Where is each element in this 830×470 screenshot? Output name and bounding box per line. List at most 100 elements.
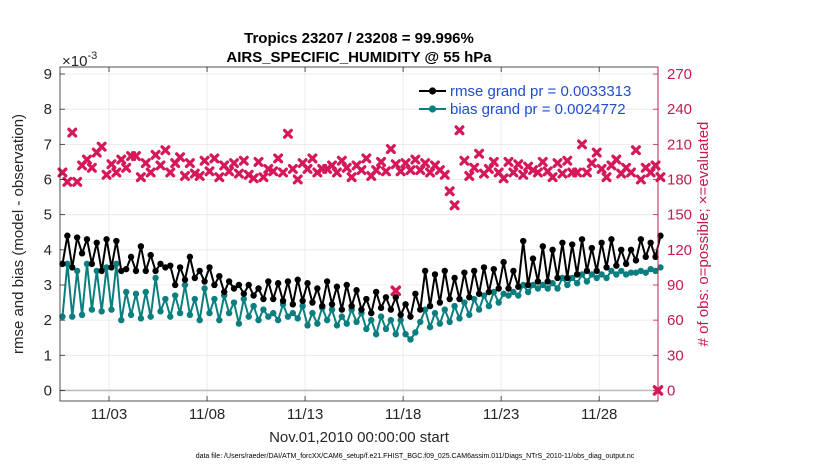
bias-point [328,306,336,313]
obs-count-marker [557,168,568,179]
obs-count-marker [581,167,592,178]
bias-point [186,311,194,319]
rmse-point [466,294,473,301]
rmse-point [206,264,213,271]
obs-count-marker [175,152,186,163]
y-tick-label: 8 [44,101,52,118]
rmse-point [314,285,321,292]
obs-count-marker [601,172,612,183]
rmse-point [529,255,537,262]
bias-point [485,302,493,310]
rmse-point [647,239,654,246]
rmse-point [98,267,105,275]
obs-count-marker [130,151,141,162]
y2-tick-label: 180 [667,172,692,189]
rmse-point [387,306,395,313]
rmse-point [73,234,81,241]
bias-point [216,316,223,324]
rmse-point [338,306,346,313]
obs-count-marker [278,167,289,178]
rmse-point [431,271,439,278]
rmse-point [377,304,385,312]
legend-bias-label: bias grand pr = 0.0024772 [450,101,626,118]
y2-tick-label: 90 [667,277,684,294]
rmse-point [407,313,414,320]
rmse-point [245,281,252,289]
rmse-point [392,294,399,301]
bias-point [132,290,140,297]
bias-point [529,281,537,289]
obs-count-marker [572,167,583,178]
rmse-point [608,236,615,243]
bias-point [564,281,571,289]
obs-count-marker [258,172,269,183]
rmse-point [456,295,463,303]
legend-rmse-marker [428,87,437,95]
rmse-point [417,306,424,313]
bias-point [578,271,586,278]
rmse-point [289,301,297,308]
bias-point [480,292,488,299]
bias-point [142,288,149,296]
obs-count-marker [165,167,176,178]
rmse-point [78,250,86,257]
obs-count-marker [630,145,641,156]
rmse-point [323,278,331,285]
bias-point [270,309,277,317]
bias-point [412,329,419,336]
bias-point [637,267,645,275]
bias-point [167,313,174,320]
x-tick-label: 11/23 [483,406,519,423]
obs-count-marker [81,154,92,165]
chart-title-line1: Tropics 23207 / 23208 = 99.996% [244,30,474,47]
obs-count-marker [287,163,298,174]
rmse-point [191,274,198,282]
rmse-point [171,281,179,289]
bias-point [152,274,159,282]
obs-count-marker [611,154,622,165]
rmse-point [142,267,149,275]
rmse-point [230,285,238,292]
rmse-point [436,299,444,306]
bias-point [338,313,346,320]
bias-point [652,267,659,275]
obs-count-marker [101,169,112,180]
rmse-point [578,236,586,243]
bias-point [363,325,370,333]
obs-count-marker [626,167,637,178]
bias-point [520,281,527,289]
bias-point [397,316,404,324]
bias-point [588,271,596,278]
x-axis-label: Nov.01,2010 00:00:00 start [269,429,450,446]
rmse-point [461,269,468,276]
legend-rmse-label: rmse grand pr = 0.0033313 [450,83,631,100]
rmse-point [588,244,596,252]
legend-bias-marker [428,105,437,113]
obs-count-marker [155,160,166,171]
bias-point [176,309,184,317]
rmse-point [402,301,409,308]
rmse-point [216,272,223,280]
bias-point [93,267,100,275]
obs-count-marker [488,156,499,167]
bias-point [627,269,635,276]
obs-count-marker [106,159,117,170]
rmse-point [274,280,282,287]
y2-tick-label: 270 [667,66,692,83]
bias-point [544,285,551,292]
rmse-point [510,267,517,275]
plot-area [57,66,666,402]
bias-point [59,313,66,320]
rmse-point [470,267,478,275]
rmse-point [353,287,360,294]
rmse-point [83,236,91,243]
rmse-point [421,267,429,275]
bias-point [255,316,262,324]
bias-point [245,313,252,320]
bias-point [421,306,429,313]
rmse-point [333,283,341,290]
rmse-point [162,264,169,271]
rmse-point [176,264,184,271]
rmse-point [657,232,664,239]
